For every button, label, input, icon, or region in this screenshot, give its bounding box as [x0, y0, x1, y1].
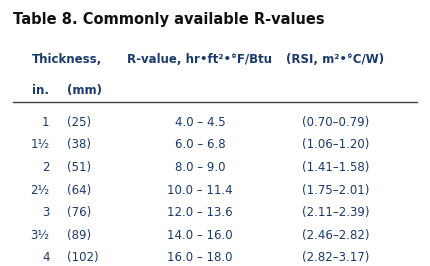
- Text: 12.0 – 13.6: 12.0 – 13.6: [167, 206, 233, 219]
- Text: 8.0 – 9.0: 8.0 – 9.0: [175, 161, 225, 174]
- Text: Thickness,: Thickness,: [32, 53, 102, 66]
- Text: (2.11–2.39): (2.11–2.39): [302, 206, 369, 219]
- Text: (1.41–1.58): (1.41–1.58): [302, 161, 369, 174]
- Text: 2¹⁄₂: 2¹⁄₂: [31, 184, 49, 197]
- Text: (76): (76): [67, 206, 91, 219]
- Text: (2.46–2.82): (2.46–2.82): [302, 229, 369, 242]
- Text: (mm): (mm): [67, 84, 101, 97]
- Text: 1: 1: [42, 116, 49, 129]
- Text: in.: in.: [32, 84, 49, 97]
- Text: 3¹⁄₂: 3¹⁄₂: [31, 229, 49, 242]
- Text: (25): (25): [67, 116, 91, 129]
- Text: (89): (89): [67, 229, 91, 242]
- Text: 2: 2: [42, 161, 49, 174]
- Text: 1¹⁄₂: 1¹⁄₂: [31, 138, 49, 151]
- Text: (64): (64): [67, 184, 91, 197]
- Text: (1.75–2.01): (1.75–2.01): [302, 184, 369, 197]
- Text: Table 8. Commonly available R-values: Table 8. Commonly available R-values: [13, 12, 325, 27]
- Text: (RSI, m²•°C/W): (RSI, m²•°C/W): [286, 53, 384, 66]
- Text: 6.0 – 6.8: 6.0 – 6.8: [175, 138, 225, 151]
- Text: (2.82–3.17): (2.82–3.17): [302, 251, 369, 264]
- Text: R-value, hr•ft²•°F/Btu: R-value, hr•ft²•°F/Btu: [127, 53, 273, 66]
- Text: (38): (38): [67, 138, 91, 151]
- Text: (0.70–0.79): (0.70–0.79): [302, 116, 369, 129]
- Text: (1.06–1.20): (1.06–1.20): [302, 138, 369, 151]
- Text: 10.0 – 11.4: 10.0 – 11.4: [167, 184, 233, 197]
- Text: (51): (51): [67, 161, 91, 174]
- Text: 14.0 – 16.0: 14.0 – 16.0: [167, 229, 233, 242]
- Text: 4: 4: [42, 251, 49, 264]
- Text: 16.0 – 18.0: 16.0 – 18.0: [167, 251, 233, 264]
- Text: (102): (102): [67, 251, 98, 264]
- Text: 4.0 – 4.5: 4.0 – 4.5: [175, 116, 225, 129]
- Text: 3: 3: [42, 206, 49, 219]
